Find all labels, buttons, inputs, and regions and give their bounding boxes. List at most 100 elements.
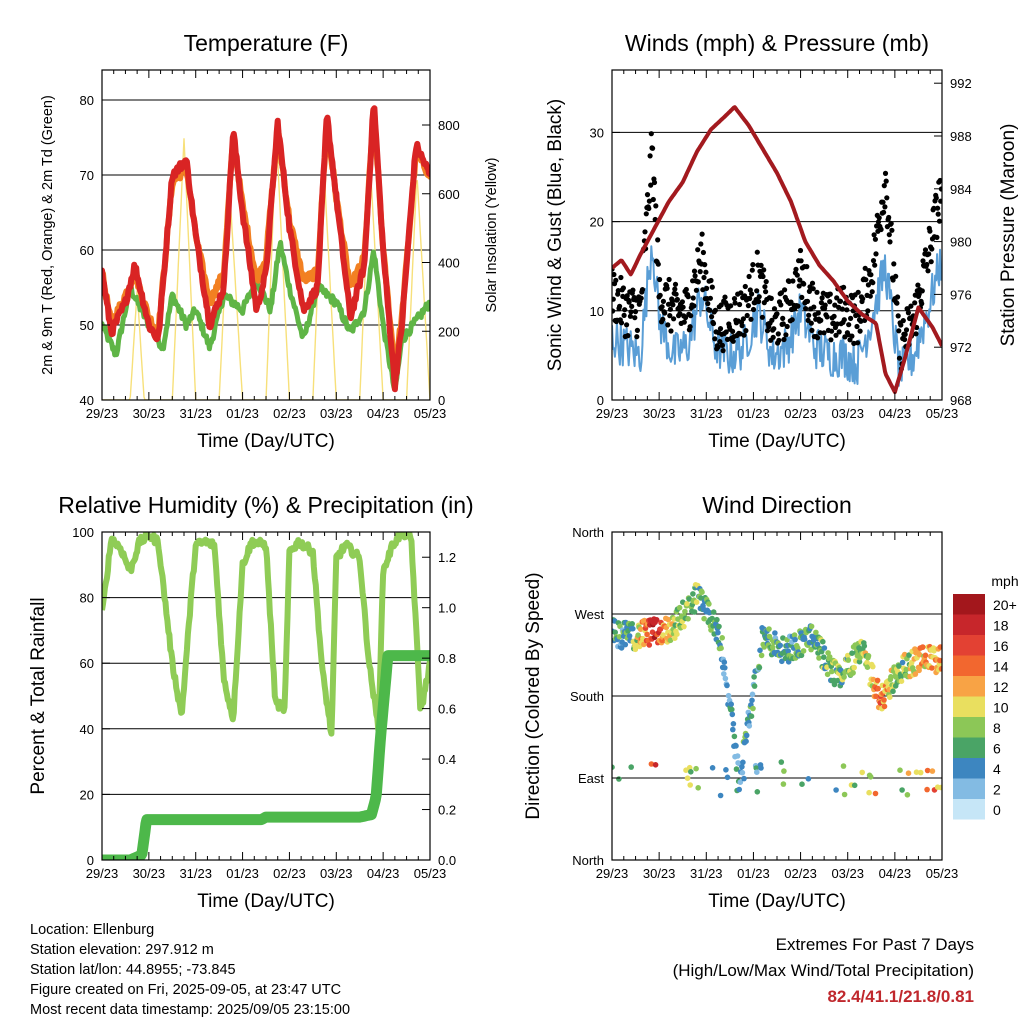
legend-label: 2: [993, 782, 1001, 798]
gust-point: [683, 286, 689, 293]
gust-point: [732, 300, 738, 306]
legend-swatch: [953, 758, 985, 779]
direction-point: [780, 781, 787, 787]
gust-point: [664, 285, 670, 291]
gust-point: [935, 211, 941, 217]
legend-swatch: [953, 635, 985, 656]
gust-point: [708, 277, 714, 284]
direction-point: [612, 764, 615, 770]
direction-point: [660, 632, 666, 638]
series-gust: [612, 131, 942, 372]
direction-point: [922, 652, 929, 659]
gust-point: [871, 232, 877, 238]
direction-point: [906, 652, 912, 658]
chart-title: Relative Humidity (%) & Precipitation (i…: [58, 492, 473, 518]
y-tick-label: 20: [590, 215, 604, 230]
gust-point: [761, 267, 767, 273]
x-tick-label: 05/23: [414, 406, 447, 421]
gust-point: [882, 170, 889, 176]
gust-point: [660, 298, 667, 304]
direction-point: [937, 657, 942, 664]
gust-point: [618, 274, 624, 281]
direction-point: [808, 623, 815, 630]
direction-point: [929, 665, 935, 671]
y-tick-label: North: [572, 853, 604, 868]
gust-point: [750, 306, 757, 313]
gust-point: [803, 306, 809, 312]
y2-tick-label: 800: [438, 118, 460, 133]
gust-point: [865, 308, 871, 314]
direction-point: [875, 685, 881, 692]
gust-point: [870, 280, 876, 286]
gust-point: [700, 249, 707, 256]
y-tick-label: 30: [590, 125, 604, 140]
direction-point: [698, 595, 704, 601]
gust-point: [837, 298, 844, 304]
gust-point: [848, 315, 854, 321]
direction-point: [917, 769, 924, 776]
x-tick-label: 30/23: [643, 866, 676, 881]
gust-point: [712, 307, 719, 313]
direction-point: [746, 723, 753, 729]
gust-point: [872, 262, 878, 268]
direction-point: [653, 617, 660, 623]
x-tick-label: 29/23: [86, 866, 119, 881]
extremes-values: 82.4/41.1/21.8/0.81: [827, 987, 974, 1006]
direction-point: [841, 791, 848, 798]
gust-point: [638, 295, 644, 301]
direction-point: [706, 601, 712, 607]
gust-point: [872, 236, 879, 242]
gust-point: [750, 262, 756, 268]
gust-point: [938, 198, 942, 204]
gust-point: [692, 273, 698, 279]
gust-point: [673, 291, 679, 297]
direction-point: [734, 753, 741, 759]
gust-point: [905, 310, 912, 316]
gust-point: [651, 179, 658, 186]
direction-point: [629, 621, 635, 627]
direction-point: [684, 600, 690, 607]
direction-point: [866, 789, 872, 796]
direction-point: [833, 787, 839, 793]
direction-point: [691, 609, 698, 615]
direction-point: [808, 646, 814, 653]
gust-point: [870, 258, 877, 264]
direction-point: [821, 654, 827, 660]
direction-point: [721, 659, 728, 665]
direction-point: [676, 604, 683, 611]
direction-point: [716, 623, 722, 630]
gust-point: [862, 265, 868, 271]
gust-point: [680, 304, 686, 310]
direction-point: [805, 776, 812, 782]
gust-point: [668, 328, 674, 334]
gust-point: [698, 241, 704, 247]
y-tick-label: 60: [80, 656, 94, 671]
gust-point: [670, 302, 676, 308]
y2-axis-label: Solar Insolation (Yellow): [484, 157, 500, 312]
direction-point: [758, 765, 764, 771]
gust-point: [618, 320, 625, 326]
x-axis-label: Time (Day/UTC): [708, 891, 846, 912]
gust-point: [632, 309, 639, 315]
gust-point: [818, 317, 824, 323]
gust-point: [720, 348, 726, 354]
x-tick-label: 04/23: [879, 866, 912, 881]
gust-point: [855, 289, 861, 295]
gust-point: [925, 268, 931, 274]
gust-point: [730, 338, 736, 344]
extremes-title: Extremes For Past 7 Days: [775, 935, 974, 954]
gust-point: [749, 291, 755, 297]
gust-point: [657, 276, 663, 283]
y2-axis-label: Station Pressure (Maroon): [998, 124, 1019, 347]
gust-point: [769, 317, 775, 323]
direction-point: [924, 786, 930, 793]
series-pressure: [612, 105, 942, 395]
direction-point: [841, 674, 847, 680]
direction-point: [834, 677, 841, 684]
gust-point: [912, 300, 918, 306]
gust-point: [832, 302, 838, 308]
direction-point: [724, 774, 731, 781]
x-tick-label: 05/23: [414, 866, 447, 881]
y2-tick-label: 600: [438, 187, 460, 202]
y-tick-label: 40: [80, 722, 94, 737]
